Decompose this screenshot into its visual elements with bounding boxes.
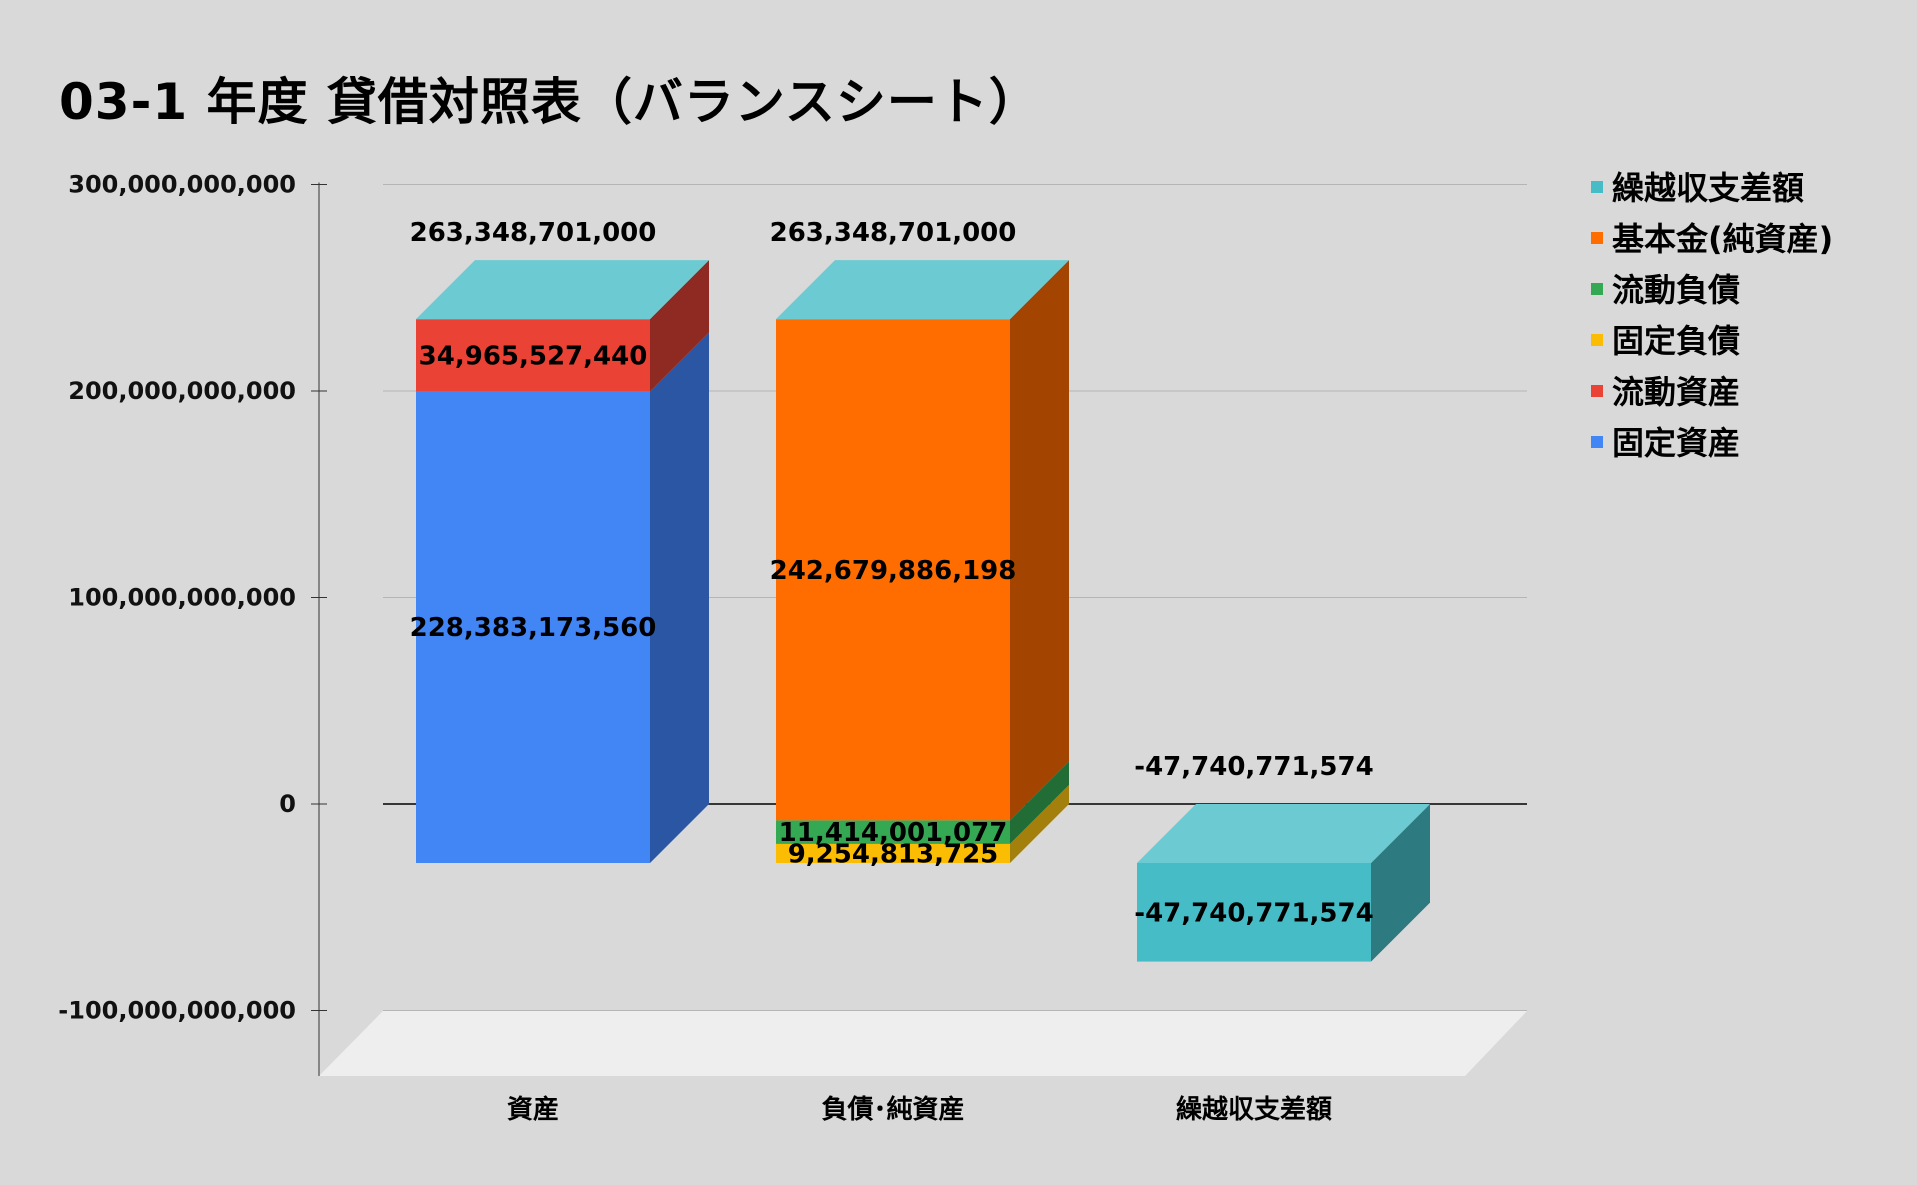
legend-label: 固定負債 [1612,322,1740,360]
legend-label: 基本金(純資産) [1612,220,1833,258]
bar-segment-front [776,843,1010,863]
bar-segment-front [1137,863,1371,962]
chart-title: 03-1 年度 貸借対照表（バランスシート） [59,73,1040,131]
bar-segment-side [650,260,709,392]
legend-swatch [1591,334,1603,346]
legend-swatch [1591,232,1603,244]
y-tick-label: 100,000,000,000 [68,584,296,612]
legend-label: 流動資産 [1612,373,1740,411]
segment-data-label: 242,679,886,198 [770,556,1017,586]
bar-segment-side [1371,804,1430,962]
bar-top-face [416,260,709,320]
bar-segment-side [1010,260,1069,821]
segment-data-label: 11,414,001,077 [779,818,1008,848]
bar-segment-front [776,319,1010,821]
total-data-label: 263,348,701,000 [770,218,1017,248]
legend-swatch [1591,436,1603,448]
bar-segment-side [1010,784,1069,863]
legend-label: 流動負債 [1612,271,1740,309]
legend-swatch [1591,283,1603,295]
bar-top-face [776,260,1069,320]
bar-segment-front [416,391,650,863]
bar-segment-front [776,820,1010,844]
y-tick-label: 300,000,000,000 [68,171,296,199]
bar-segment-front [416,319,650,392]
x-category-label: 資産 [507,1094,559,1125]
segment-data-label: 228,383,173,560 [410,613,657,643]
total-data-label: -47,740,771,574 [1134,752,1373,782]
y-tick-label: -100,000,000,000 [58,997,296,1025]
bar-segment-side [1010,761,1069,844]
legend-swatch [1591,385,1603,397]
legend-label: 固定資産 [1612,424,1740,462]
segment-data-label: 9,254,813,725 [788,839,999,869]
segment-data-label: 34,965,527,440 [419,341,648,371]
y-tick-label: 200,000,000,000 [68,377,296,405]
total-data-label: 263,348,701,000 [410,218,657,248]
bar-segment-side [650,332,709,863]
y-tick-label: 0 [279,790,296,818]
x-category-label: 繰越収支差額 [1176,1094,1332,1125]
legend-swatch [1591,181,1603,193]
bar-top-face [1137,804,1430,863]
legend-label: 繰越収支差額 [1612,169,1804,207]
x-category-label: 負債･純資産 [821,1094,964,1125]
chart-floor [319,1011,1527,1076]
segment-data-label: -47,740,771,574 [1134,898,1373,928]
